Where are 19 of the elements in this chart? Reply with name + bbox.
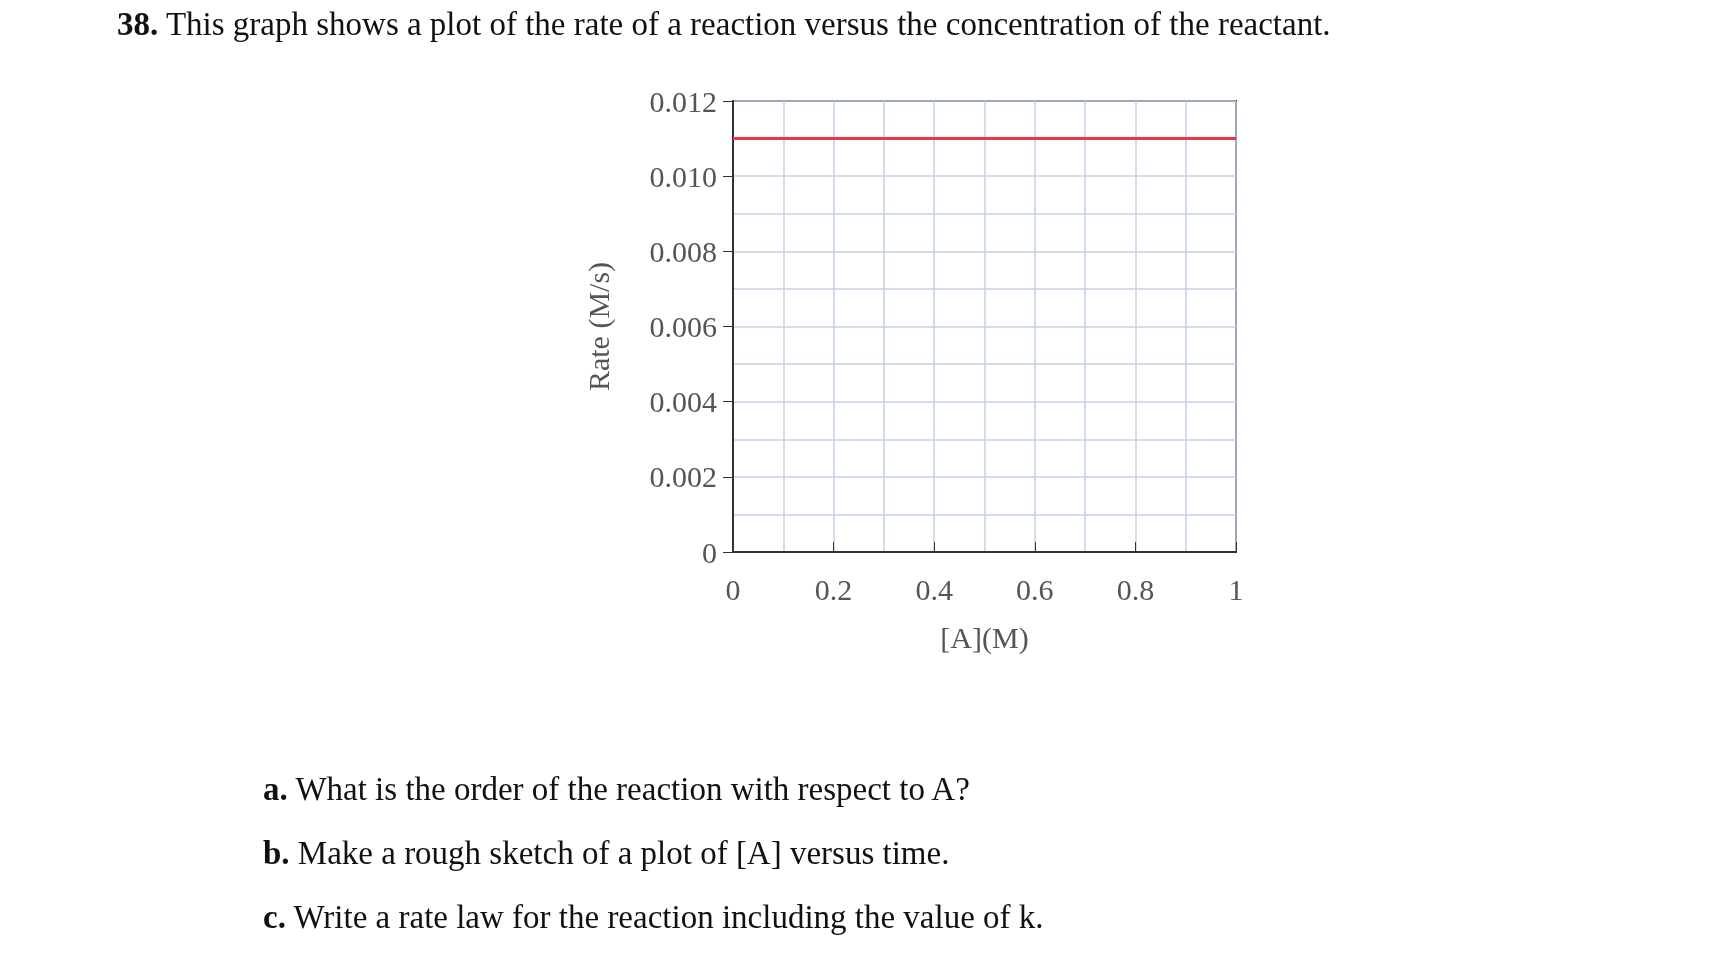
text: c. Write a rate law for the reaction including the value of k. [263, 898, 1044, 935]
y-tick-label: 0.012 [649, 84, 717, 118]
text: b. Make a rough sketch of a plot of [A] versus time. [263, 834, 950, 871]
x-tick-label: 0.2 [814, 572, 853, 606]
text: a. What is the order of the reaction with respect to A? [263, 770, 970, 807]
x-axis-title: [A](M) [940, 620, 1029, 655]
y-tick-label: 0.010 [649, 159, 717, 193]
chart-title: 38. This graph shows a plot of the rate of a reaction versus the concentration of the reactant. [117, 5, 1331, 42]
y-tick-label: 0.002 [649, 460, 717, 494]
y-tick-label: 0.008 [649, 234, 717, 268]
x-tick-label: 1 [1228, 572, 1244, 606]
y-tick-label: 0.004 [649, 385, 717, 419]
x-tick-label: 0.6 [1016, 572, 1054, 606]
y-tick-label: 0.006 [649, 310, 717, 343]
y-axis-title: Rate (M/s) [581, 261, 616, 392]
y-tick-label: 0 [702, 535, 717, 569]
x-tick-label: 0.8 [1116, 572, 1155, 606]
x-tick-label: 0.4 [915, 572, 953, 606]
x-tick-label: 0 [725, 572, 741, 606]
